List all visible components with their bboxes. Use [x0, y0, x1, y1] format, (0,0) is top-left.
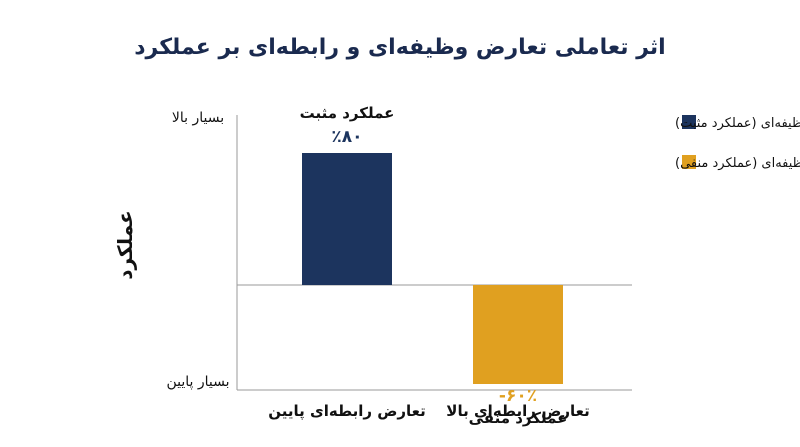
bar-value-label-1: ٪۸۰: [331, 127, 362, 147]
bar-label-1: عملکرد مثبت: [300, 104, 395, 122]
legend: سرمه‌ای: تعارض وظیفه‌ای (عملکرد مثبت) کهر…: [675, 115, 800, 171]
legend-swatch-2: [682, 155, 696, 169]
x-tick-label-2: تعارض رابطه‌ای بالا: [446, 402, 589, 420]
bar-2: [473, 285, 563, 384]
chart-title: اثر تعاملی تعارض وظیفه‌ای و رابطه‌ای بر …: [134, 35, 665, 60]
legend-label-2: کهربایی: تعارض وظیفه‌ای (عملکرد منفی): [675, 156, 800, 171]
y-axis-bottom-label: بسیار پایین: [166, 374, 229, 390]
bar-1: [302, 153, 392, 285]
legend-swatch-1: [682, 115, 696, 129]
bar-label-2: عملکرد منفی: [469, 409, 568, 427]
legend-label-1: سرمه‌ای: تعارض وظیفه‌ای (عملکرد مثبت): [675, 116, 800, 131]
y-axis-top-label: بسیار بالا: [172, 110, 224, 126]
bar-value-label-2: -۶۰٪: [499, 386, 537, 406]
bars-group: تعارض رابطه‌ای پایین عملکرد مثبت ٪۸۰ تعارض …: [268, 104, 589, 427]
y-axis-title: عملکرد: [113, 210, 137, 280]
x-tick-label-1: تعارض رابطه‌ای پایین: [268, 402, 426, 421]
